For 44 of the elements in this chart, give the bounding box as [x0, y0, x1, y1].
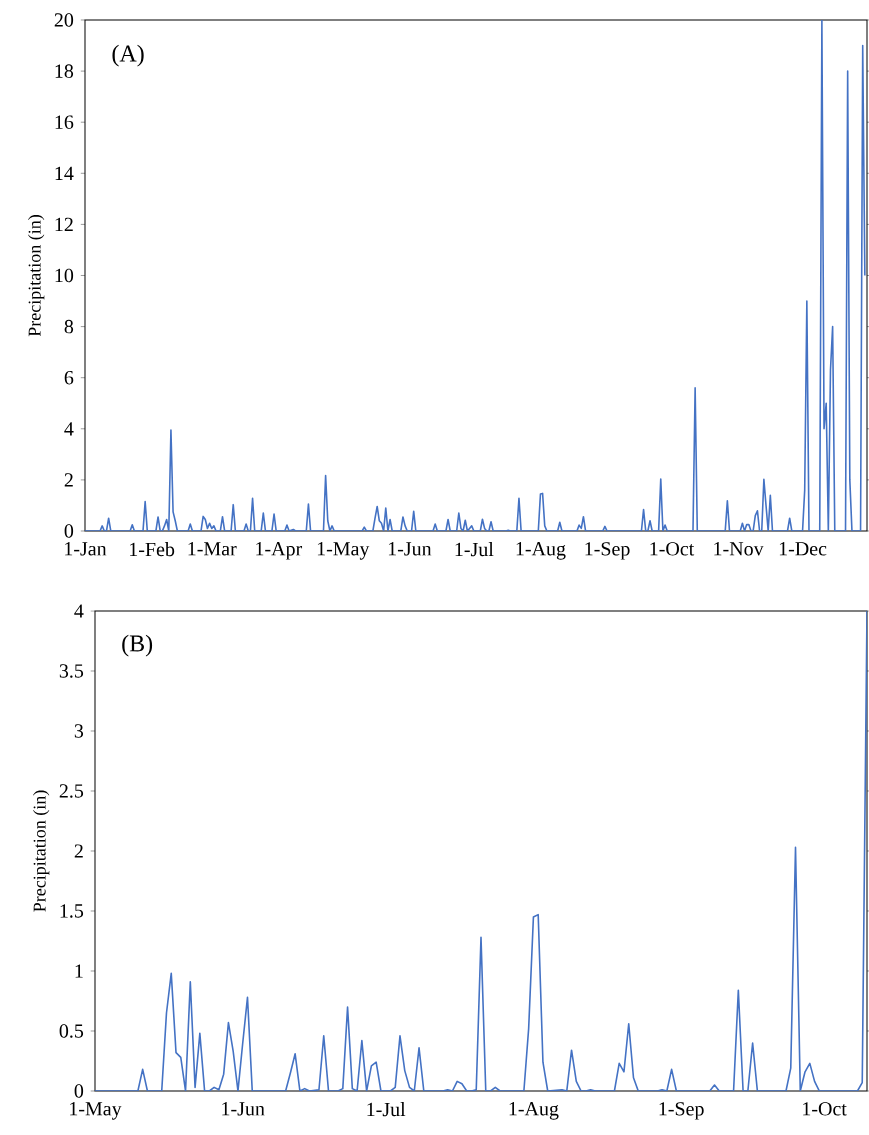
y-tick-label: 18 — [55, 64, 74, 78]
y-tick-label: 16 — [55, 115, 74, 129]
x-tick-label: 1-Aug — [509, 1102, 559, 1120]
y-tick-label: 0 — [74, 1084, 84, 1098]
y-tick-label: 0.5 — [59, 1024, 84, 1038]
x-tick-label: 1-Oct — [650, 542, 695, 556]
x-tick-label: 1-Jul — [367, 1102, 406, 1117]
y-tick-label: 4 — [74, 604, 84, 618]
x-tick-label: 1-Mar — [188, 542, 237, 556]
y-tick-label: 2.5 — [59, 784, 84, 798]
annotation: (B) — [122, 634, 153, 657]
x-tick-label: 1-Oct — [803, 1102, 847, 1116]
y-axis-title: Precipitation (in) — [28, 215, 45, 337]
line-series — [85, 20, 866, 531]
y-tick-label: 12 — [55, 217, 73, 232]
x-tick-label: 1-May — [70, 1102, 122, 1120]
x-tick-label: 1-Nov — [714, 542, 764, 556]
y-tick-label: 3 — [74, 724, 84, 738]
x-tick-label: 1-Jun — [222, 1102, 265, 1116]
x-tick-label: 1-Jan — [65, 542, 107, 556]
x-tick-label: 1-Dec — [779, 542, 827, 556]
line-series — [95, 610, 867, 1091]
y-tick-label: 20 — [54, 13, 74, 27]
x-tick-label: 1-May — [317, 542, 370, 560]
x-tick-label: 1-Jul — [455, 542, 494, 557]
x-tick-label: 1-Jun — [388, 542, 432, 556]
x-tick-label: 1-Apr — [256, 542, 303, 560]
y-tick-label: 14 — [55, 166, 74, 180]
y-tick-label: 8 — [64, 319, 74, 334]
x-tick-label: 1-Feb — [130, 542, 175, 557]
x-tick-label: 1-Sep — [659, 1102, 704, 1120]
x-tick-label: 1-Sep — [585, 542, 630, 560]
y-axis-title: Precipitation (in) — [33, 790, 50, 912]
y-tick-label: 0 — [64, 524, 74, 538]
x-tick-label: 1-Aug — [516, 542, 566, 560]
y-tick-label: 1 — [75, 964, 83, 978]
annotation: (A) — [112, 44, 144, 67]
y-tick-label: 2 — [74, 844, 83, 858]
y-tick-label: 3.5 — [59, 664, 84, 678]
y-tick-label: 2 — [64, 473, 73, 487]
y-tick-label: 10 — [55, 268, 74, 283]
y-tick-label: 1.5 — [60, 904, 84, 918]
y-tick-label: 6 — [64, 370, 74, 385]
y-tick-label: 4 — [64, 422, 74, 436]
